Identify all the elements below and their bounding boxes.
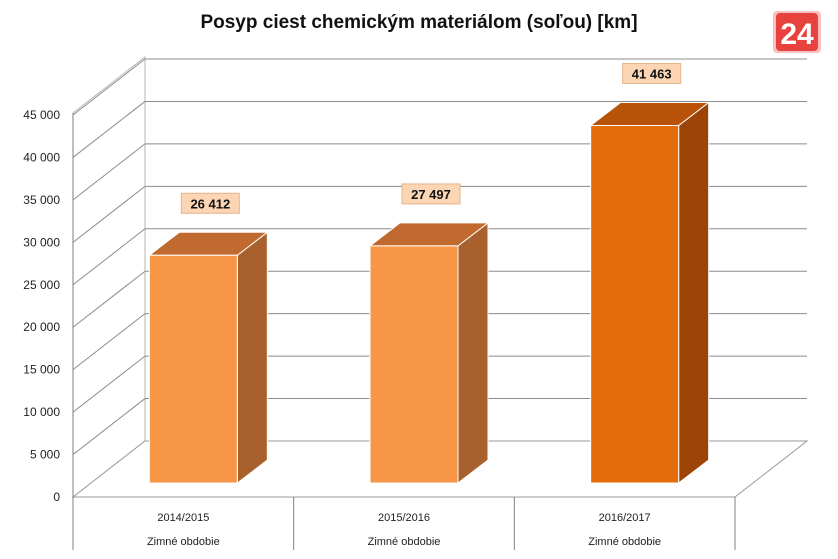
gridline-side [72, 101, 146, 158]
data-label: 41 463 [632, 66, 672, 81]
category-label: 2016/2017 [599, 512, 651, 524]
y-tick-label: 30 000 [23, 235, 60, 249]
y-tick-label: 5 000 [30, 448, 60, 462]
bar [590, 124, 680, 484]
category-sublabel: Zimné obdobie [368, 536, 441, 548]
gridline-side [72, 313, 146, 371]
y-tick-label: 15 000 [23, 363, 60, 377]
y-tick-label: 10 000 [23, 405, 60, 419]
y-tick-label: 35 000 [23, 193, 60, 207]
gridline-side [72, 355, 146, 413]
bar [148, 254, 238, 484]
bar-side [678, 101, 710, 485]
gridline-side [72, 228, 146, 286]
category-label: 2014/2015 [157, 512, 209, 524]
logo-text: 24 [780, 18, 814, 51]
category-sublabel: Zimné obdobie [588, 536, 661, 548]
data-label-box [401, 183, 461, 205]
gridline-side [72, 270, 146, 328]
data-label: 26 412 [190, 196, 230, 211]
y-tick-label: 25 000 [23, 278, 60, 292]
brand-logo: 24 [773, 11, 821, 53]
data-label-box [622, 62, 682, 84]
gridline-side [72, 185, 146, 243]
gridline-side [72, 398, 146, 455]
data-label: 27 497 [411, 187, 451, 202]
y-tick-label: 20 000 [23, 320, 60, 334]
y-tick-label: 45 000 [23, 108, 60, 122]
category-sublabel: Zimné obdobie [147, 536, 220, 548]
gridline-side [72, 58, 146, 116]
bar-side [457, 221, 489, 485]
y-tick-label: 0 [53, 490, 60, 504]
bar [369, 245, 459, 484]
bar-side [236, 231, 268, 485]
category-label: 2015/2016 [378, 512, 430, 524]
chart-title: Posyp ciest chemickým materiálom (soľou)… [200, 12, 638, 33]
gridline-side [72, 143, 146, 201]
y-tick-label: 40 000 [23, 150, 60, 164]
data-label-box [180, 192, 240, 214]
